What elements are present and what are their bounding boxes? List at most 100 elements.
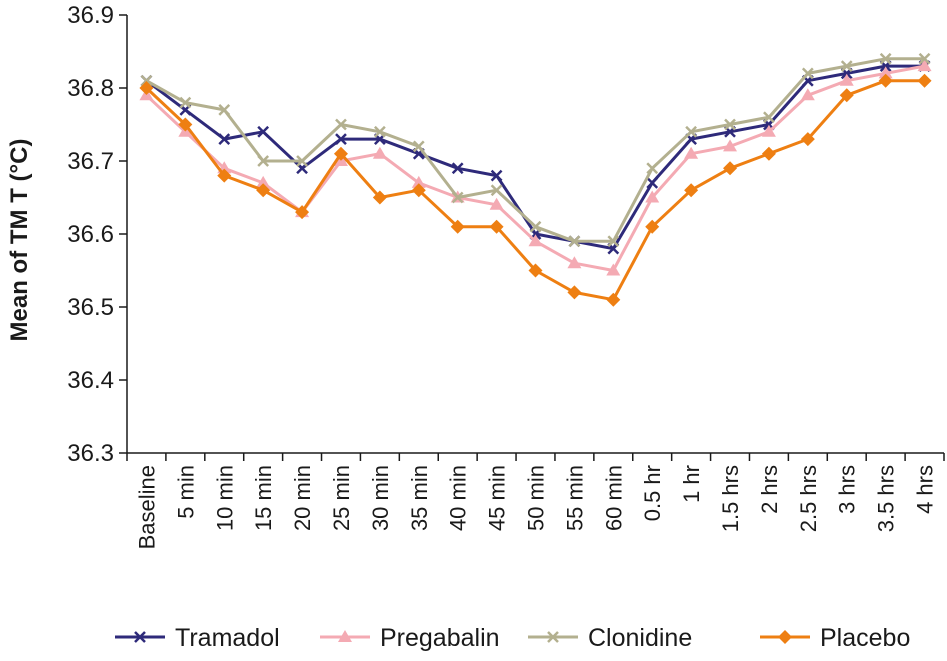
series-pregabalin — [139, 59, 932, 276]
data-point — [256, 175, 271, 188]
legend-item-tramadol: Tramadol — [115, 624, 280, 652]
data-point — [684, 183, 699, 198]
x-tick-label: 3 hrs — [835, 465, 860, 514]
x-tick-label: 3.5 hrs — [874, 465, 899, 532]
x-tick-label: Baseline — [134, 465, 159, 549]
legend-label: Pregabalin — [380, 624, 500, 652]
data-point — [645, 190, 660, 203]
series-clonidine — [140, 52, 931, 248]
data-point — [335, 118, 347, 131]
data-point — [567, 256, 582, 269]
data-point — [800, 88, 815, 101]
data-point — [878, 73, 893, 88]
data-point — [450, 219, 465, 234]
x-tick-label: 5 min — [173, 465, 198, 519]
data-point — [139, 81, 154, 95]
data-point — [296, 155, 308, 167]
x-tick-label: 2.5 hrs — [796, 465, 821, 532]
data-point — [917, 59, 932, 72]
x-tick-label: 60 min — [601, 465, 626, 531]
data-point — [645, 219, 660, 234]
data-point — [257, 155, 270, 167]
data-point — [412, 140, 425, 153]
legend-item-placebo: Placebo — [760, 624, 910, 652]
data-point — [724, 118, 736, 131]
legend-label: Clonidine — [588, 624, 692, 652]
data-point — [646, 162, 659, 175]
data-point — [761, 124, 776, 137]
data-point — [373, 125, 386, 138]
data-point — [529, 220, 542, 233]
legend-item-clonidine: Clonidine — [528, 624, 692, 652]
data-point — [333, 146, 348, 161]
data-point — [763, 111, 775, 124]
data-point — [335, 133, 347, 145]
data-point — [918, 52, 931, 65]
data-point — [761, 146, 776, 161]
legend-marker — [338, 630, 352, 642]
y-tick-label: 36.9 — [67, 2, 114, 29]
y-axis: 36.3 36.4 36.5 36.6 36.7 36.8 36.9 — [67, 2, 128, 467]
y-tick-label: 36.5 — [67, 294, 114, 321]
x-tick-label: 0.5 hr — [640, 465, 665, 521]
x-tick-label: 30 min — [368, 465, 393, 531]
x-tick-label: 50 min — [524, 465, 549, 531]
data-point — [528, 263, 543, 278]
x-axis: Baseline 5 min 10 min 15 min 20 min 25 min 30 … — [126, 452, 945, 549]
x-tick-label: 55 min — [562, 465, 587, 531]
y-tick-label: 36.6 — [67, 221, 114, 248]
data-point — [723, 139, 738, 152]
x-tick-label: 25 min — [329, 465, 354, 531]
legend-marker — [547, 631, 559, 643]
data-point — [451, 191, 464, 204]
data-point — [528, 234, 543, 247]
data-point — [179, 96, 192, 109]
x-tick-label: 20 min — [290, 465, 315, 531]
data-point — [489, 197, 504, 210]
series-layer — [139, 52, 932, 307]
data-point — [295, 205, 310, 220]
data-point — [372, 146, 387, 159]
data-point — [801, 67, 814, 80]
data-point — [372, 190, 387, 205]
data-point — [646, 177, 659, 189]
data-point — [685, 125, 698, 138]
x-tick-label: 1.5 hrs — [718, 465, 743, 532]
data-point — [878, 66, 893, 79]
x-tick-label: 2 hrs — [757, 465, 782, 514]
data-point — [879, 52, 892, 65]
x-tick-label: 4 hrs — [913, 465, 938, 514]
data-point — [607, 235, 620, 248]
legend-label: Placebo — [820, 624, 910, 652]
data-point — [218, 133, 231, 145]
y-tick-label: 36.8 — [67, 75, 114, 102]
data-point — [218, 104, 231, 116]
data-point — [490, 169, 503, 182]
data-point — [256, 183, 271, 198]
data-point — [451, 162, 464, 175]
data-point — [606, 292, 621, 307]
data-point — [684, 146, 699, 159]
x-tick-label: 35 min — [407, 465, 432, 531]
data-point — [411, 183, 426, 198]
x-tick-label: 45 min — [485, 465, 510, 531]
legend-label: Tramadol — [175, 624, 280, 652]
series-line — [145, 57, 925, 243]
series-placebo — [139, 73, 932, 307]
data-point — [489, 219, 504, 234]
data-point — [178, 117, 193, 132]
data-point — [490, 184, 503, 197]
data-point — [606, 263, 621, 276]
y-tick-label: 36.7 — [67, 148, 114, 175]
y-axis-title: Mean of TM T (°C) — [6, 139, 33, 342]
y-tick-label: 36.3 — [67, 440, 114, 467]
data-point — [217, 168, 232, 183]
x-tick-label: 1 hr — [679, 465, 704, 503]
legend-item-pregabalin: Pregabalin — [320, 624, 500, 652]
y-tick-label: 36.4 — [67, 367, 114, 394]
data-point — [567, 285, 582, 300]
data-point — [140, 74, 153, 87]
data-point — [257, 125, 270, 138]
legend: Tramadol Pregabalin Clonidine Placebo — [115, 624, 910, 652]
